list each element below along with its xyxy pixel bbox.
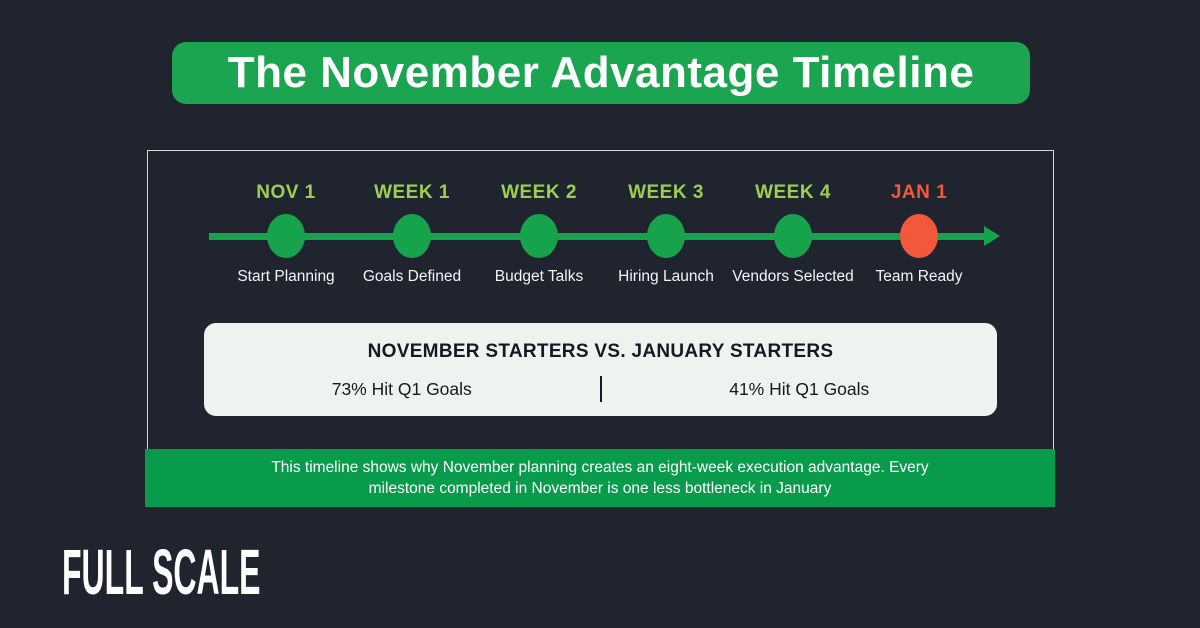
comparison-stats-row: 73% Hit Q1 Goals 41% Hit Q1 Goals (204, 376, 997, 402)
title-banner: The November Advantage Timeline (172, 42, 1030, 104)
january-stat: 41% Hit Q1 Goals (729, 378, 870, 399)
milestone-week-3: WEEK 3 Hiring Launch (591, 151, 741, 449)
comparison-card: NOVEMBER STARTERS VS. JANUARY STARTERS 7… (204, 323, 997, 416)
explanation-banner: This timeline shows why November plannin… (145, 449, 1055, 507)
milestone-label: Vendors Selected (732, 268, 854, 285)
milestone-dot-icon (520, 214, 558, 258)
arrow-right-icon (984, 226, 1000, 246)
timeline-axis-line (209, 233, 984, 240)
milestone-dot-icon (774, 214, 812, 258)
full-scale-logo: FULL SCALE (62, 536, 261, 608)
milestone-label: Hiring Launch (618, 268, 714, 285)
milestone-date: JAN 1 (890, 182, 948, 203)
milestone-week-4: WEEK 4 Vendors Selected (718, 151, 868, 449)
milestone-dot-icon (900, 214, 938, 258)
milestone-nov-1: NOV 1 Start Planning (211, 151, 361, 449)
comparison-title: NOVEMBER STARTERS VS. JANUARY STARTERS (367, 341, 834, 362)
milestone-date: WEEK 1 (374, 182, 450, 203)
milestone-label: Start Planning (237, 268, 335, 285)
milestone-date: NOV 1 (256, 182, 316, 203)
milestone-label: Team Ready (875, 268, 963, 285)
milestone-label: Goals Defined (362, 268, 462, 285)
milestone-label: Budget Talks (494, 268, 584, 285)
explanation-text: This timeline shows why November plannin… (271, 459, 929, 497)
milestone-jan-1: JAN 1 Team Ready (844, 151, 994, 449)
milestone-date: WEEK 4 (755, 182, 831, 203)
milestone-dot-icon (393, 214, 431, 258)
milestone-date: WEEK 3 (628, 182, 704, 203)
november-stat: 73% Hit Q1 Goals (331, 378, 472, 399)
milestone-dot-icon (647, 214, 685, 258)
page-title: The November Advantage Timeline (227, 48, 975, 97)
stat-divider (599, 376, 602, 402)
milestone-week-2: WEEK 2 Budget Talks (464, 151, 614, 449)
milestone-date: WEEK 2 (501, 182, 577, 203)
milestone-week-1: WEEK 1 Goals Defined (337, 151, 487, 449)
milestone-dot-icon (267, 214, 305, 258)
